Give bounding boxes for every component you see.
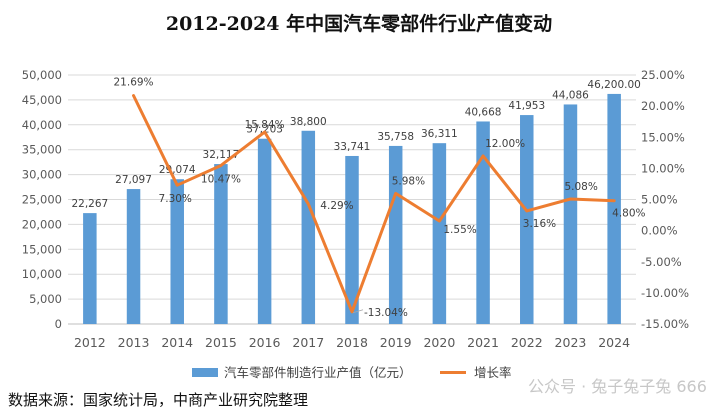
growth-value-label: 5.08% xyxy=(564,181,597,193)
bar-series xyxy=(83,93,621,324)
y-left-tick-label: 40,000 xyxy=(22,118,62,132)
x-tick-label: 2024 xyxy=(598,335,630,350)
y-right-tick-label: -10.00% xyxy=(641,286,689,300)
legend-label-bar: 汽车零部件制造行业产值（亿元） xyxy=(224,365,412,380)
bar xyxy=(126,189,141,324)
bar-value-label: 27,097 xyxy=(115,174,152,186)
bar xyxy=(83,213,97,324)
bar-value-label: 37,203 xyxy=(246,124,283,136)
y-right-tick-label: 0.00% xyxy=(641,224,678,238)
bar xyxy=(563,104,578,324)
x-tick-label: 2023 xyxy=(555,335,587,350)
bar-value-label: 29,074 xyxy=(159,164,196,176)
bar xyxy=(432,143,447,324)
growth-value-label: 1.55% xyxy=(443,224,476,236)
y-right-tick-label: -15.00% xyxy=(641,317,689,331)
x-tick-label: 2013 xyxy=(118,335,150,350)
label-leader xyxy=(352,309,364,314)
y-right-tick-label: 5.00% xyxy=(641,193,678,207)
x-tick-label: 2020 xyxy=(423,335,455,350)
growth-value-label: 5.98% xyxy=(392,175,425,187)
x-tick-label: 2019 xyxy=(380,335,412,350)
x-tick-label: 2022 xyxy=(511,335,543,350)
y-right-tick-label: 25.00% xyxy=(641,68,685,82)
y-axis-right: -15.00% -10.00% -5.00% 0.00% 5.00% 10.00% 15.0… xyxy=(641,68,689,331)
x-tick-label: 2021 xyxy=(467,335,499,350)
bar xyxy=(257,138,272,324)
watermark: 公众号 · 兔子兔子兔 666 xyxy=(528,377,707,396)
bar-value-labels: 22,26727,09729,07432,11737,20338,80033,7… xyxy=(71,79,640,210)
bar-value-label: 22,267 xyxy=(71,198,108,210)
legend-label-line: 增长率 xyxy=(474,365,512,380)
growth-value-label: 7.30% xyxy=(159,193,192,205)
bar xyxy=(476,121,490,324)
legend-swatch-bar xyxy=(192,368,218,377)
x-tick-label: 2015 xyxy=(205,335,237,350)
growth-value-label: 21.69% xyxy=(114,77,154,89)
y-left-tick-label: 35,000 xyxy=(22,143,62,157)
growth-value-labels: 21.69% 7.30% 10.47% 15.84% 4.29% -13.04% 5.98%… xyxy=(114,77,646,319)
y-left-tick-label: 5,000 xyxy=(29,292,62,306)
x-axis: 2012 2013 2014 2015 2016 2017 2018 2019 2020 2021… xyxy=(68,323,636,350)
y-right-tick-label: 10.00% xyxy=(641,161,685,175)
x-tick-label: 2014 xyxy=(161,335,193,350)
growth-value-label: 12.00% xyxy=(485,138,525,150)
x-tick-label: 2016 xyxy=(249,335,281,350)
x-tick-label: 2012 xyxy=(74,335,106,350)
growth-value-label: -13.04% xyxy=(364,307,408,319)
bar-value-label: 44,086 xyxy=(552,89,589,101)
bar xyxy=(170,179,184,324)
bar xyxy=(214,164,228,324)
bar xyxy=(345,155,359,324)
legend: 汽车零部件制造行业产值（亿元） 增长率 xyxy=(192,365,512,380)
y-right-tick-label: -5.00% xyxy=(641,255,682,269)
y-left-tick-label: 0 xyxy=(55,317,62,331)
chart-title: 2012-2024 年中国汽车零部件行业产值变动 xyxy=(166,12,552,35)
source-note: 数据来源：国家统计局，中商产业研究院整理 xyxy=(8,391,308,409)
bar xyxy=(607,93,621,324)
growth-value-label: 3.16% xyxy=(523,218,556,230)
y-left-tick-label: 25,000 xyxy=(22,193,62,207)
y-right-tick-label: 20.00% xyxy=(641,99,685,113)
y-left-tick-label: 10,000 xyxy=(22,267,62,281)
y-left-tick-label: 15,000 xyxy=(22,242,62,256)
growth-value-label: 4.29% xyxy=(320,200,353,212)
bar-value-label: 41,953 xyxy=(508,100,545,112)
bar-value-label: 46,200.00 xyxy=(587,79,640,91)
bar xyxy=(520,115,534,324)
growth-value-label: 4.80% xyxy=(612,208,645,220)
bar xyxy=(301,130,316,324)
bar-value-label: 33,741 xyxy=(334,141,371,153)
bar-value-label: 40,668 xyxy=(465,106,502,118)
y-left-tick-label: 50,000 xyxy=(22,68,62,82)
y-left-tick-label: 45,000 xyxy=(22,93,62,107)
bar xyxy=(388,145,403,324)
bar-value-label: 35,758 xyxy=(377,131,414,143)
growth-value-label: 15.84% xyxy=(245,119,285,131)
growth-value-label: 10.47% xyxy=(201,173,241,185)
y-right-tick-label: 15.00% xyxy=(641,130,685,144)
growth-line xyxy=(132,94,616,314)
x-tick-label: 2017 xyxy=(292,335,324,350)
y-left-tick-label: 30,000 xyxy=(22,168,62,182)
bar-value-label: 36,311 xyxy=(421,128,458,140)
y-left-tick-label: 20,000 xyxy=(22,217,62,231)
y-axis-left: 0 5,000 10,000 15,000 20,000 25,000 30,000 35,0… xyxy=(22,68,62,331)
bar-value-label: 38,800 xyxy=(290,116,327,128)
growth-line-series xyxy=(132,94,616,314)
x-tick-label: 2018 xyxy=(336,335,368,350)
